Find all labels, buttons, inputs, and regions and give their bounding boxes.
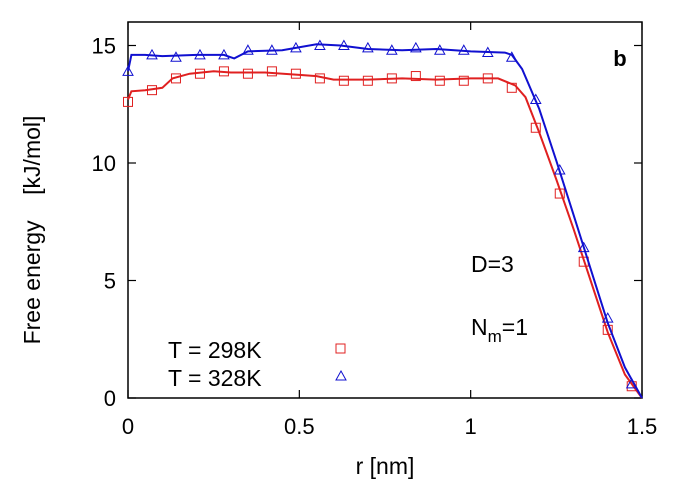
data-point-298	[314, 73, 325, 84]
x-tick-label: 1.5	[627, 414, 658, 439]
data-point-298	[410, 71, 421, 82]
series-layer	[122, 39, 643, 399]
data-point-328	[553, 164, 566, 175]
data-point-298	[434, 75, 445, 86]
annotation-nm-main: N	[471, 314, 488, 340]
data-point-328	[314, 39, 326, 50]
data-point-298	[242, 68, 253, 79]
y-tick-label: 10	[92, 151, 116, 176]
annotation-nm: Nm=1	[471, 314, 528, 346]
data-point-328	[122, 65, 134, 76]
data-point-298	[530, 122, 541, 133]
data-point-298	[362, 75, 373, 86]
data-point-328	[218, 48, 230, 60]
x-tick-label: 0.5	[284, 414, 315, 439]
data-point-328	[194, 48, 206, 60]
data-point-328	[409, 41, 422, 53]
y-axis-title: Free energy [kJ/mol]	[19, 116, 45, 345]
annotation-d: D=3	[471, 251, 514, 277]
data-point-298	[482, 73, 493, 84]
data-point-328	[481, 46, 494, 58]
data-point-328	[529, 93, 542, 105]
data-point-328	[362, 41, 374, 53]
data-point-328	[266, 44, 278, 55]
plot-frame	[127, 21, 643, 399]
legend-label-298: T = 298K	[168, 337, 262, 363]
data-point-328	[625, 377, 638, 389]
x-tick-label: 1	[465, 414, 477, 439]
data-point-298	[458, 75, 469, 86]
data-point-298	[146, 85, 157, 96]
data-point-298	[218, 66, 229, 77]
y-tick-label: 5	[104, 269, 116, 294]
data-point-328	[601, 312, 614, 323]
data-point-328	[242, 44, 254, 55]
legend: T = 298K T = 328K	[168, 337, 347, 391]
data-point-298	[123, 96, 133, 107]
data-point-328	[433, 44, 446, 55]
data-point-328	[338, 39, 350, 50]
data-point-328	[146, 48, 158, 60]
data-point-298	[554, 188, 565, 199]
legend-label-328: T = 328K	[168, 365, 262, 391]
series-line-0	[127, 70, 643, 399]
legend-marker-328	[335, 369, 347, 381]
data-point-298	[266, 66, 277, 77]
annotation-nm-sub: m	[488, 327, 502, 346]
ticks-layer: 0 0.5 1 1.5 0 5 10 15	[92, 22, 658, 439]
data-point-298	[290, 68, 301, 79]
y-tick-label: 15	[92, 34, 116, 59]
data-point-298	[338, 75, 349, 86]
data-point-328	[290, 41, 302, 53]
data-point-298	[506, 82, 517, 93]
data-point-298	[170, 73, 181, 84]
x-axis-title: r [nm]	[356, 453, 415, 479]
annotation-nm-value: =1	[502, 314, 528, 340]
data-point-328	[386, 44, 398, 55]
data-point-328	[505, 51, 518, 62]
data-point-328	[457, 44, 470, 55]
x-tick-label: 0	[122, 414, 134, 439]
data-point-298	[386, 73, 397, 84]
data-point-328	[577, 241, 590, 253]
panel-label: b	[613, 46, 626, 71]
data-point-328	[170, 51, 182, 62]
legend-marker-298	[335, 343, 346, 354]
series-line-1	[127, 43, 643, 399]
data-point-298	[194, 68, 205, 79]
y-tick-label: 0	[104, 386, 116, 411]
